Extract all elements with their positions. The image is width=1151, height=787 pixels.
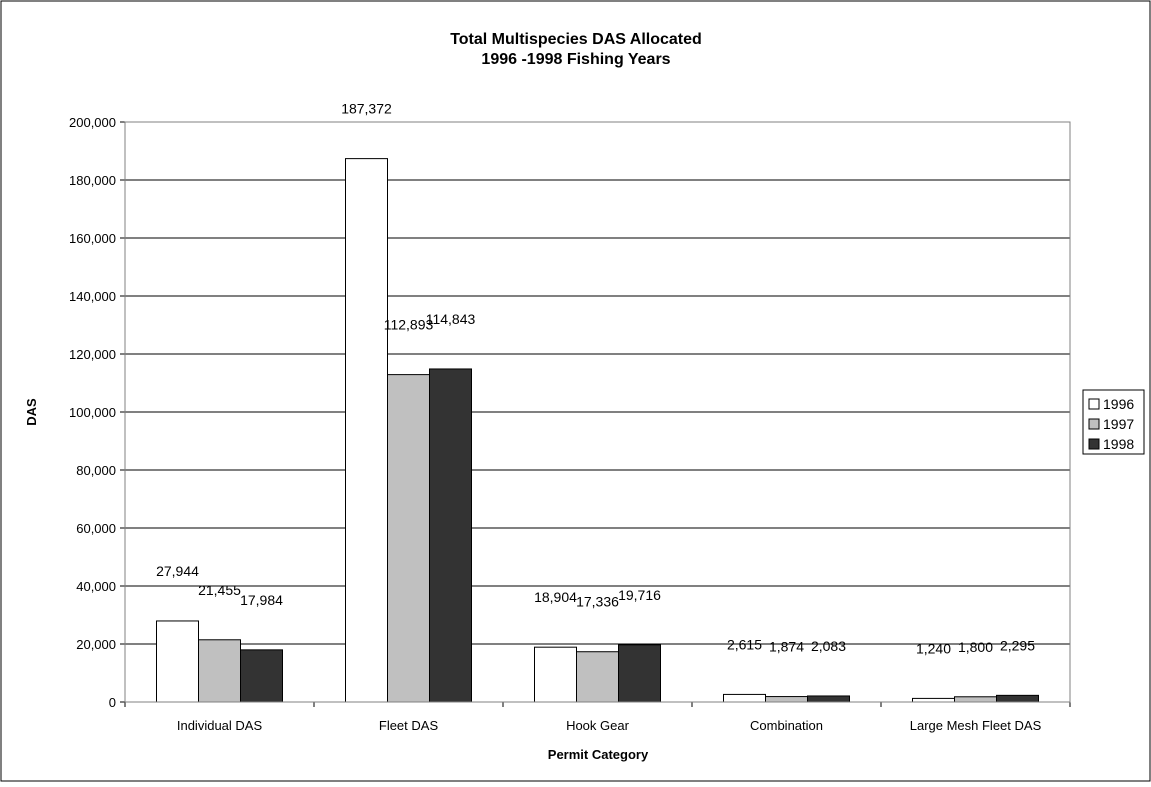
y-tick-label: 20,000: [76, 637, 116, 652]
legend-label-1996: 1996: [1103, 396, 1134, 412]
y-tick-label: 200,000: [69, 115, 116, 130]
y-tick-label: 120,000: [69, 347, 116, 362]
legend-swatch-1997: [1088, 418, 1100, 430]
legend-label-1998: 1998: [1103, 436, 1134, 452]
bar-1997: [387, 374, 430, 703]
data-label-1998: 2,083: [811, 638, 846, 654]
data-label-1998: 17,984: [240, 592, 283, 608]
x-tick-label: Large Mesh Fleet DAS: [910, 718, 1042, 733]
y-tick-label: 60,000: [76, 521, 116, 536]
data-label-1996: 1,240: [916, 640, 951, 656]
x-tick-label: Hook Gear: [566, 718, 630, 733]
bar-1998: [240, 649, 283, 703]
y-tick-label: 80,000: [76, 463, 116, 478]
y-tick-label: 100,000: [69, 405, 116, 420]
data-label-1998: 2,295: [1000, 637, 1035, 653]
x-tick-label: Combination: [750, 718, 823, 733]
y-tick-label: 0: [109, 695, 116, 710]
data-label-1998: 114,843: [426, 311, 476, 327]
chart-subtitle: 1996 -1998 Fishing Years: [481, 51, 670, 68]
bar-1998: [429, 368, 472, 703]
data-label-1996: 27,944: [156, 563, 199, 579]
x-axis-title: Permit Category: [548, 747, 649, 762]
plot-area-border: [124, 121, 1071, 703]
y-tick-label: 140,000: [69, 289, 116, 304]
bar-1996: [912, 697, 955, 703]
data-label-1997: 1,800: [958, 639, 993, 655]
data-label-1997: 112,893: [384, 317, 434, 333]
y-axis-title: DAS: [24, 398, 39, 426]
data-label-1997: 17,336: [576, 594, 619, 610]
legend: 1996 1997 1998: [1082, 389, 1145, 455]
data-label-1997: 1,874: [769, 639, 804, 655]
data-label-1997: 21,455: [198, 582, 241, 598]
bar-1996: [156, 620, 199, 703]
x-tick-label: Individual DAS: [177, 718, 263, 733]
x-tick-label: Fleet DAS: [379, 718, 439, 733]
bar-1997: [198, 639, 241, 703]
data-label-1996: 18,904: [534, 589, 577, 605]
y-tick-label: 180,000: [69, 173, 116, 188]
bar-1998: [996, 694, 1039, 703]
legend-label-1997: 1997: [1103, 416, 1134, 432]
data-label-1996: 187,372: [341, 101, 392, 117]
y-axis-ticks: 0 20,000 40,000 60,000 80,000 100,000 120,000 1…: [69, 115, 126, 710]
x-axis-ticks: Individual DAS Fleet DAS Hook Gear Combinat…: [124, 701, 1071, 733]
y-tick-label: 160,000: [69, 231, 116, 246]
bar-1998: [618, 644, 661, 703]
data-label-1998: 19,716: [618, 587, 661, 603]
data-label-1996: 2,615: [727, 636, 762, 652]
bar-1996: [534, 646, 577, 703]
bar-1997: [576, 651, 619, 703]
bar-1997: [765, 696, 808, 703]
legend-swatch-1996: [1088, 398, 1100, 410]
bar-1996: [345, 158, 388, 703]
legend-swatch-1998: [1088, 438, 1100, 450]
chart-title: Total Multispecies DAS Allocated: [450, 31, 702, 48]
bar-1998: [807, 695, 850, 703]
bar-1997: [954, 696, 997, 703]
bars: [156, 158, 1039, 703]
bar-1996: [723, 693, 766, 703]
y-tick-label: 40,000: [76, 579, 116, 594]
